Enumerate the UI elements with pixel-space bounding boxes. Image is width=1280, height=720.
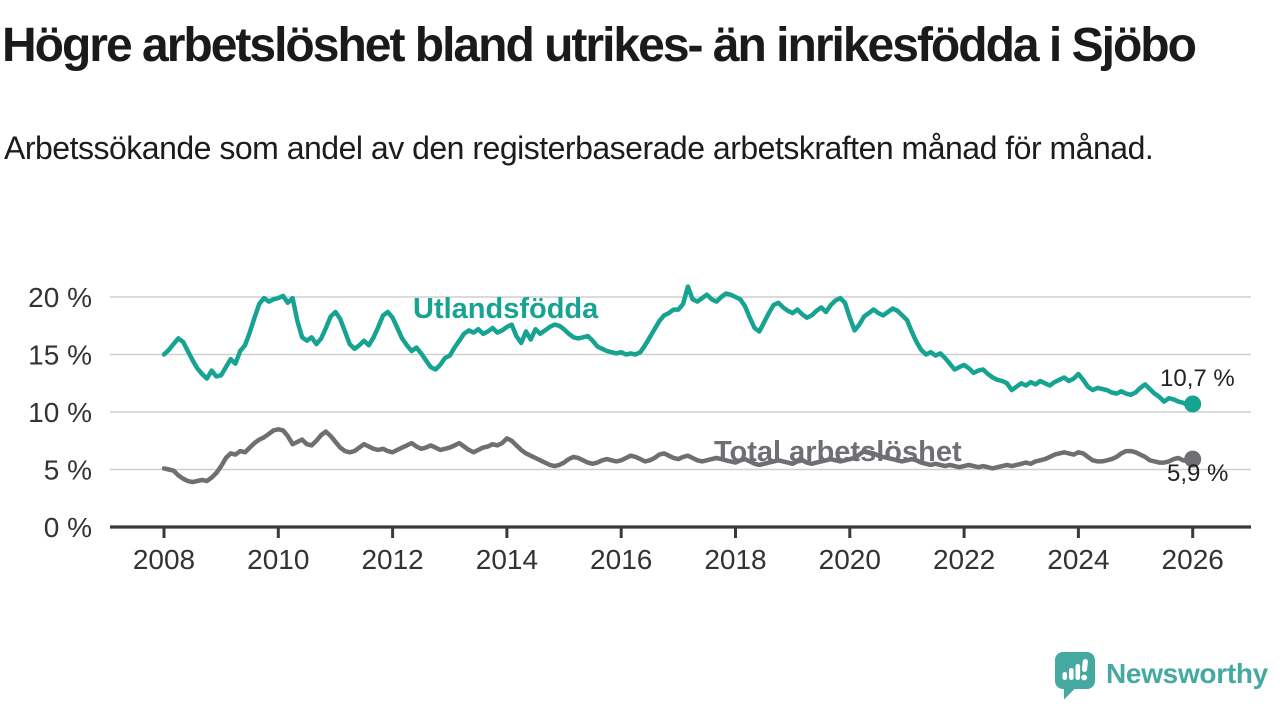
newsworthy-logo-text: Newsworthy bbox=[1106, 658, 1268, 689]
series-end-dot-total bbox=[1184, 450, 1202, 468]
speech-bubble-shape bbox=[1055, 652, 1095, 700]
series-line-total bbox=[161, 427, 1195, 485]
bar-3 bbox=[1075, 664, 1081, 680]
bar-2 bbox=[1069, 668, 1074, 680]
x-axis-tick-label: 2022 bbox=[933, 544, 995, 575]
series-end-value-label: 5,9 % bbox=[1167, 460, 1228, 487]
x-axis-tick-label: 2026 bbox=[1162, 544, 1224, 575]
exclamation-dot bbox=[1081, 674, 1088, 681]
x-axis-tick-label: 2020 bbox=[819, 544, 881, 575]
page-title: Högre arbetslöshet bland utrikes- än inr… bbox=[2, 19, 1197, 72]
newsworthy-logo-icon bbox=[1055, 652, 1095, 700]
x-axis-tick-label: 2008 bbox=[133, 544, 195, 575]
unemployment-line-chart: 0 % 5 % 10 % 15 % 20 % 2008 2010 2012 2014 2016 20… bbox=[28, 282, 1251, 575]
x-axis-tick-label: 2024 bbox=[1047, 544, 1109, 575]
series-end-value-label: 10,7 % bbox=[1160, 365, 1235, 392]
bar-1 bbox=[1062, 672, 1068, 680]
series-end-dot-utlandsfodda bbox=[1184, 395, 1202, 413]
x-axis-tick-label: 2014 bbox=[476, 544, 538, 575]
y-axis-tick-label: 10 % bbox=[28, 397, 92, 428]
y-axis-tick-label: 0 % bbox=[44, 512, 92, 543]
newsworthy-logo: Newsworthy bbox=[1054, 650, 1268, 702]
y-axis-tick-label: 15 % bbox=[28, 340, 92, 371]
x-axis-tick-label: 2018 bbox=[704, 544, 766, 575]
y-axis-tick-label: 5 % bbox=[44, 455, 92, 486]
exclamation-bar bbox=[1081, 659, 1088, 672]
chart-subtitle: Arbetssökande som andel av den registerb… bbox=[4, 130, 1154, 166]
y-axis-tick-label: 20 % bbox=[28, 282, 92, 313]
x-axis-tick-label: 2012 bbox=[361, 544, 423, 575]
x-axis-tick-label: 2010 bbox=[247, 544, 309, 575]
series-inline-label: Total arbetslöshet bbox=[714, 436, 962, 468]
series-inline-label: Utlandsfödda bbox=[413, 293, 599, 325]
series-line-utlandsfodda bbox=[161, 284, 1195, 408]
x-axis-tick-label: 2016 bbox=[590, 544, 652, 575]
